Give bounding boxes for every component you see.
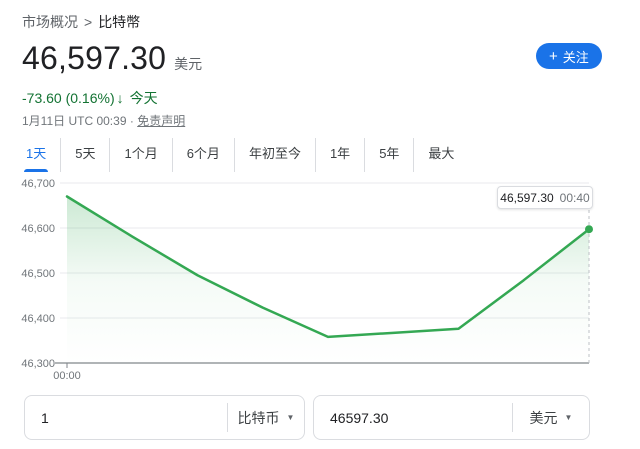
chevron-down-icon: ▼ (564, 413, 573, 422)
time-range-tabs: 1天 5天 1个月 6个月 年初至今 1年 5年 最大 (12, 138, 468, 172)
change-period-label: 今天 (129, 90, 158, 106)
converter-from-input[interactable] (25, 409, 227, 426)
tooltip-price: 46,597.30 (500, 190, 554, 205)
follow-button[interactable]: + 关注 (536, 43, 602, 69)
quote-meta-row: 1月11日 UTC 00:39 · 免责声明 (22, 112, 185, 129)
chevron-down-icon: ▼ (286, 413, 295, 422)
tab-1-day[interactable]: 1天 (12, 138, 60, 172)
chart-xtick-label: 00:00 (53, 370, 81, 382)
converter-divider (227, 403, 228, 432)
change-value: -73.60 (0.16%) (22, 90, 115, 106)
down-arrow-icon: ↓ (116, 90, 124, 106)
tab-5-day[interactable]: 5天 (60, 138, 109, 172)
plus-icon: + (549, 47, 558, 65)
chart-ytick-label: 46,700 (21, 178, 55, 190)
converter-to-unit-label: 美元 (529, 409, 558, 426)
tab-6-month[interactable]: 6个月 (171, 138, 234, 172)
chart-ytick-label: 46,400 (21, 313, 55, 325)
tab-5-year[interactable]: 5年 (364, 138, 413, 172)
chart-tooltip: 46,597.30 00:40 (497, 186, 593, 209)
chart-ytick-label: 46,300 (21, 358, 55, 370)
breadcrumb-current-bitcoin: 比特幣 (98, 14, 141, 30)
disclaimer-link[interactable]: 免责声明 (137, 114, 186, 128)
converter-divider (512, 403, 513, 432)
converter-to-box: 美元 ▼ (313, 395, 590, 440)
tab-ytd[interactable]: 年初至今 (233, 138, 315, 172)
chart-ytick-label: 46,600 (21, 223, 55, 235)
chart-area-fill (67, 196, 589, 363)
converter-from-box: 比特币 ▼ (24, 395, 305, 440)
converter-to-input[interactable] (314, 409, 512, 426)
tooltip-time: 00:40 (559, 190, 590, 205)
tab-1-month[interactable]: 1个月 (109, 138, 171, 172)
converter-to-unit-dropdown[interactable]: 美元 ▼ (513, 408, 589, 428)
chart-endpoint-dot (585, 225, 593, 234)
price-value: 46,597.30 (22, 40, 167, 76)
meta-separator: · (129, 114, 134, 128)
breadcrumb-separator: > (84, 14, 93, 30)
converter-from-unit-label: 比特币 (237, 409, 280, 426)
chart-ytick-label: 46,500 (21, 268, 55, 280)
breadcrumb: 市场概况 > 比特幣 (22, 12, 140, 32)
price-currency-label: 美元 (174, 56, 203, 72)
converter-from-unit-dropdown[interactable]: 比特币 ▼ (228, 408, 304, 428)
price-change-row: -73.60 (0.16%) ↓ 今天 (22, 88, 158, 108)
tab-max[interactable]: 最大 (413, 138, 468, 172)
quote-datetime: 1月11日 UTC 00:39 (22, 114, 127, 128)
tab-1-year[interactable]: 1年 (314, 138, 364, 172)
chart-price-line (65, 195, 591, 339)
breadcrumb-market-overview-link[interactable]: 市场概况 (22, 14, 78, 30)
follow-button-label: 关注 (562, 49, 589, 65)
price-row: 46,597.30 美元 (22, 40, 202, 77)
